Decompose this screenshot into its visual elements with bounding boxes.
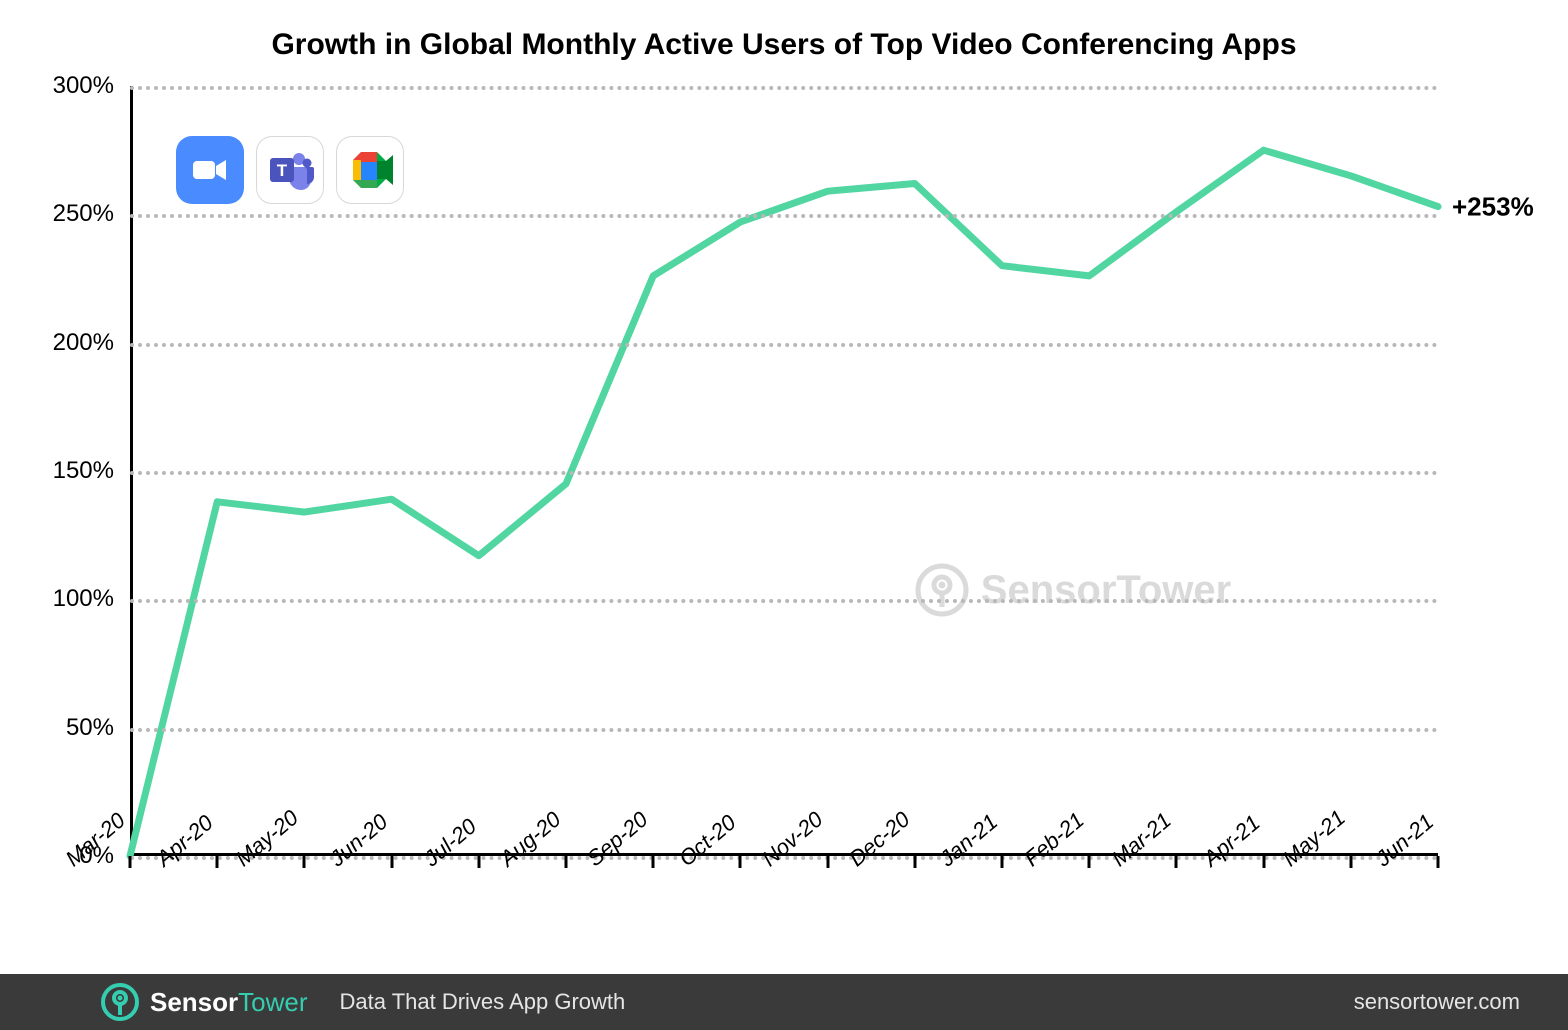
footer: SensorTower Data That Drives App Growth … [0, 974, 1568, 1030]
x-tick [1262, 856, 1265, 868]
x-tick [913, 856, 916, 868]
gridline [130, 86, 1438, 90]
x-tick [565, 856, 568, 868]
x-tick [1175, 856, 1178, 868]
x-tick [1001, 856, 1004, 868]
plot-area: T [130, 86, 1438, 856]
x-tick [826, 856, 829, 868]
y-axis-label: 250% [53, 200, 114, 228]
x-tick [303, 856, 306, 868]
y-axis-label: 50% [66, 714, 114, 742]
footer-tagline: Data That Drives App Growth [340, 989, 626, 1015]
footer-brand: SensorTower [150, 987, 308, 1018]
svg-text:T: T [277, 161, 288, 180]
chart-title: Growth in Global Monthly Active Users of… [40, 28, 1528, 62]
watermark-text: SensorTower [981, 568, 1231, 613]
x-tick [739, 856, 742, 868]
footer-brand-primary: Sensor [150, 987, 238, 1017]
y-axis-label: 300% [53, 72, 114, 100]
x-tick [1349, 856, 1352, 868]
x-tick [129, 856, 132, 868]
footer-logo: SensorTower [100, 982, 308, 1022]
watermark: SensorTower [915, 563, 1231, 617]
sensortower-footer-icon [100, 982, 140, 1022]
x-tick [652, 856, 655, 868]
gridline [130, 214, 1438, 218]
y-axis-label: 200% [53, 329, 114, 357]
zoom-icon [176, 136, 244, 204]
chart-container: Growth in Global Monthly Active Users of… [0, 0, 1568, 960]
gridline [130, 599, 1438, 603]
gridline [130, 471, 1438, 475]
gridline [130, 343, 1438, 347]
x-tick [1088, 856, 1091, 868]
y-axis-label: 150% [53, 457, 114, 485]
x-tick [216, 856, 219, 868]
footer-url: sensortower.com [1354, 989, 1520, 1015]
x-tick [477, 856, 480, 868]
teams-icon: T [256, 136, 324, 204]
app-icons-legend: T [176, 136, 404, 204]
y-axis-label: 100% [53, 585, 114, 613]
x-tick [390, 856, 393, 868]
end-data-label: +253% [1452, 191, 1534, 222]
meet-icon [336, 136, 404, 204]
gridline [130, 728, 1438, 732]
sensortower-watermark-icon [915, 563, 969, 617]
footer-brand-secondary: Tower [238, 987, 307, 1017]
x-tick [1437, 856, 1440, 868]
